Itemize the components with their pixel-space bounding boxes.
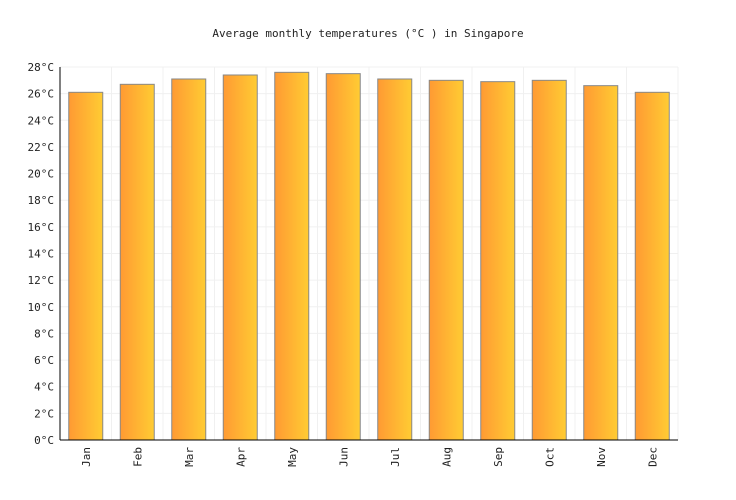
y-tick-label: 8°C (34, 327, 54, 340)
axes (59, 67, 678, 441)
y-tick-label: 12°C (28, 274, 55, 287)
bar-nov (583, 85, 619, 441)
y-tick-label: 6°C (34, 354, 54, 367)
y-tick-label: 14°C (28, 248, 55, 261)
y-tick-label: 4°C (34, 381, 54, 394)
bar-jan (68, 91, 104, 441)
bar-aug (428, 79, 464, 441)
x-tick-label: Feb (131, 447, 144, 467)
bar-oct (531, 79, 567, 441)
x-tick-label: Jul (389, 447, 402, 467)
x-tick-labels: Jan Feb Mar Apr May Jun Jul Aug Sep Oct Nov Dec (80, 447, 660, 467)
x-tick-label: May (286, 447, 299, 467)
y-tick-label: 22°C (28, 141, 55, 154)
x-tick-label: Mar (183, 447, 196, 467)
y-tick-label: 0°C (34, 434, 54, 447)
y-tick-labels: 0°C 2°C 4°C 6°C 8°C 10°C 12°C 14°C 16°C 18°C 20°C 2… (28, 61, 55, 447)
bar-jul (377, 78, 413, 441)
bar-may (274, 71, 310, 441)
bars (68, 71, 670, 441)
y-tick-label: 26°C (28, 88, 55, 101)
x-tick-label: Aug (440, 447, 453, 467)
bar-feb (119, 83, 155, 441)
bar-jun (325, 73, 361, 441)
bar-apr (222, 74, 258, 441)
y-tick-label: 10°C (28, 301, 55, 314)
bar-mar (171, 78, 207, 441)
y-tick-label: 16°C (28, 221, 55, 234)
x-tick-label: Nov (595, 447, 608, 467)
y-tick-label: 18°C (28, 194, 55, 207)
bar-dec (634, 91, 670, 441)
x-tick-label: Dec (646, 447, 659, 467)
x-tick-label: Apr (234, 447, 247, 467)
x-tick-label: Oct (543, 447, 556, 467)
y-tick-label: 20°C (28, 168, 55, 181)
x-tick-label: Jun (337, 447, 350, 467)
gridlines (60, 66, 679, 440)
x-tick-label: Jan (80, 447, 93, 467)
y-tick-label: 2°C (34, 407, 54, 420)
x-tick-label: Sep (492, 447, 505, 467)
y-tick-label: 28°C (28, 61, 55, 74)
y-tick-label: 24°C (28, 114, 55, 127)
chart-title: Average monthly temperatures (°C ) in Si… (212, 27, 523, 40)
bar-sep (480, 81, 516, 441)
